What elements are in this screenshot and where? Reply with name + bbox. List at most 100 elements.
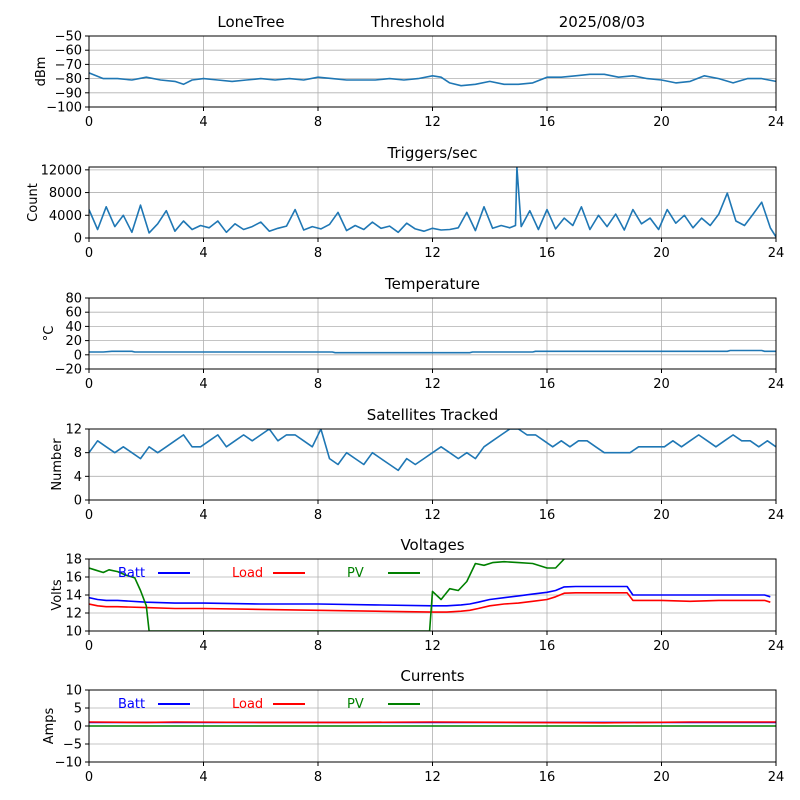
y-tick-label: 0 [74, 232, 82, 247]
y-axis-label: dBm [34, 57, 49, 87]
panel-5: 0 4 8 12 16 20 24 10 12 14 16 18 Voltages Volts Batt Lo… [50, 536, 784, 654]
x-tick-label: 0 [85, 770, 93, 785]
x-tick-label: 24 [768, 377, 785, 392]
legend-label: Load [232, 697, 263, 712]
y-tick-label: 40 [65, 320, 82, 335]
y-axis-label: Volts [50, 579, 65, 611]
x-tick-label: 16 [539, 246, 556, 261]
legend-label: PV [347, 566, 364, 581]
x-tick-label: 20 [653, 115, 670, 130]
y-tick-label: 18 [65, 553, 82, 568]
header-date: 2025/08/03 [559, 13, 645, 31]
y-tick-label: 80 [65, 292, 82, 307]
x-tick-label: 24 [768, 115, 785, 130]
header-mode: Threshold [370, 13, 445, 31]
y-tick-label: 4000 [49, 209, 82, 224]
y-tick-label: −20 [55, 363, 82, 378]
x-tick-label: 0 [85, 639, 93, 654]
x-tick-label: 0 [85, 115, 93, 130]
panel-2: 0 4 8 12 16 20 24 0 4000 8000 12000 Triggers/sec Cou… [26, 144, 784, 261]
panel-1: 0 4 8 12 16 20 24 −100−90−80−70−60−50 dBm [34, 30, 784, 131]
y-tick-label: 12 [65, 607, 82, 622]
x-tick-label: 0 [85, 377, 93, 392]
x-tick-label: 20 [653, 246, 670, 261]
x-tick-label: 20 [653, 639, 670, 654]
x-tick-label: 0 [85, 246, 93, 261]
y-tick-label: 60 [65, 306, 82, 321]
x-tick-label: 4 [199, 246, 207, 261]
x-tick-label: 4 [199, 115, 207, 130]
y-axis-label: °C [42, 326, 57, 342]
y-tick-label: −90 [55, 86, 82, 101]
y-tick-label: 14 [65, 589, 82, 604]
x-tick-label: 12 [424, 639, 441, 654]
panel-title: Currents [400, 667, 464, 685]
y-tick-label: 20 [65, 334, 82, 349]
x-tick-label: 16 [539, 508, 556, 523]
x-tick-label: 8 [314, 770, 322, 785]
series-line-load [89, 591, 771, 613]
header-station: LoneTree [217, 13, 284, 31]
x-tick-label: 16 [539, 639, 556, 654]
x-tick-label: 4 [199, 770, 207, 785]
y-axis-label: Number [50, 438, 65, 491]
y-tick-label: 4 [74, 470, 82, 485]
series-line-batt [89, 585, 771, 607]
y-tick-label: 5 [74, 702, 82, 717]
x-tick-label: 20 [653, 508, 670, 523]
x-tick-label: 24 [768, 246, 785, 261]
x-tick-label: 4 [199, 508, 207, 523]
y-tick-label: 12000 [41, 163, 82, 178]
y-axis-label: Amps [42, 707, 57, 744]
y-tick-label: 8000 [49, 186, 82, 201]
y-tick-label: 0 [74, 348, 82, 363]
y-tick-label: 8 [74, 446, 82, 461]
y-tick-label: 0 [74, 720, 82, 735]
legend-label: Batt [118, 566, 145, 581]
legend-label: PV [347, 697, 364, 712]
series-line [89, 72, 776, 87]
y-tick-label: 12 [65, 423, 82, 438]
x-tick-label: 20 [653, 377, 670, 392]
x-tick-label: 16 [539, 377, 556, 392]
x-tick-label: 4 [199, 377, 207, 392]
panel-4: 0 4 8 12 16 20 24 0 4 8 12 Satellites Tracked Number [50, 406, 784, 523]
x-tick-label: 24 [768, 508, 785, 523]
y-tick-label: −80 [55, 72, 82, 87]
x-tick-label: 12 [424, 770, 441, 785]
series-line [89, 167, 776, 238]
x-tick-label: 8 [314, 115, 322, 130]
x-tick-label: 24 [768, 770, 785, 785]
x-tick-label: 8 [314, 639, 322, 654]
panel-title: Triggers/sec [387, 144, 478, 162]
x-tick-label: 20 [653, 770, 670, 785]
y-tick-label: 0 [74, 494, 82, 509]
panel-title: Satellites Tracked [367, 406, 498, 424]
y-tick-label: −50 [55, 30, 82, 45]
panel-6: 0 4 8 12 16 20 24 −10 −5 0 5 10 Currents Amps Batt Load… [42, 667, 784, 785]
series-line-pv [89, 559, 565, 631]
series-line [89, 349, 776, 354]
legend-label: Batt [118, 697, 145, 712]
series-line-load [89, 721, 776, 724]
x-tick-label: 8 [314, 508, 322, 523]
y-tick-label: −10 [55, 756, 82, 771]
x-tick-label: 4 [199, 639, 207, 654]
x-tick-label: 16 [539, 115, 556, 130]
y-tick-label: 16 [65, 571, 82, 586]
legend-label: Load [232, 566, 263, 581]
y-tick-label: −70 [55, 58, 82, 73]
x-tick-label: 16 [539, 770, 556, 785]
x-tick-label: 24 [768, 639, 785, 654]
series-line [89, 429, 776, 472]
y-tick-label: −5 [63, 738, 82, 753]
y-axis-label: Count [26, 183, 41, 222]
y-tick-label: 10 [65, 684, 82, 699]
y-tick-label: −60 [55, 44, 82, 59]
panel-title: Temperature [384, 275, 480, 293]
x-tick-label: 8 [314, 246, 322, 261]
panel-title: Voltages [400, 536, 464, 554]
